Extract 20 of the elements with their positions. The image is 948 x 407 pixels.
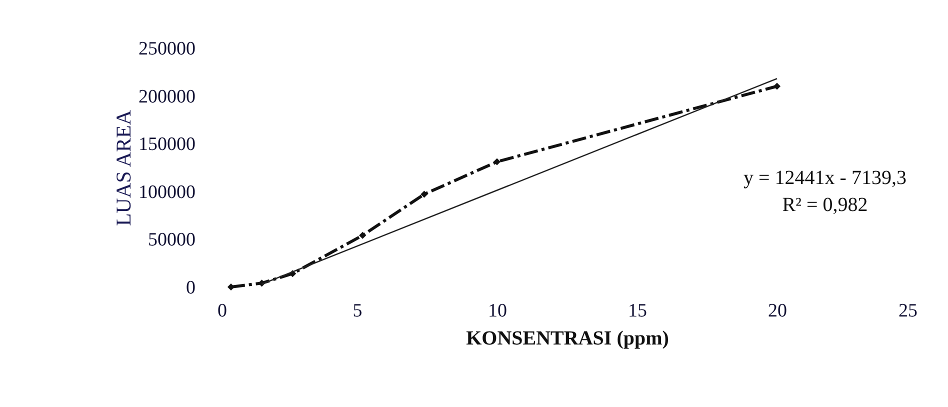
y-tick-label: 0 — [186, 278, 196, 298]
x-tick-label: 15 — [628, 300, 647, 322]
y-tick-label: 200000 — [138, 86, 196, 108]
x-tick-label: 5 — [352, 300, 362, 322]
x-tick-label: 25 — [898, 300, 918, 322]
annotation: y = 12441x - 7139,3 — [744, 167, 906, 189]
y-axis-title: LUAS AREA — [112, 109, 136, 226]
point — [773, 82, 781, 90]
y-tick-label: 150000 — [138, 134, 196, 156]
point — [420, 190, 428, 198]
annotation: R² = 0,982 — [782, 194, 868, 216]
y-tick-label: 50000 — [148, 230, 196, 251]
x-tick-label: 0 — [218, 300, 227, 322]
x-tick-label: 10 — [488, 300, 507, 322]
y-tick-label: 250000 — [138, 38, 196, 60]
point — [359, 232, 366, 239]
point — [493, 158, 501, 166]
x-tick-label: 20 — [768, 300, 787, 322]
x-axis-title: KONSENTRASI (ppm) — [466, 328, 669, 350]
y-tick-label: 100000 — [138, 182, 196, 203]
